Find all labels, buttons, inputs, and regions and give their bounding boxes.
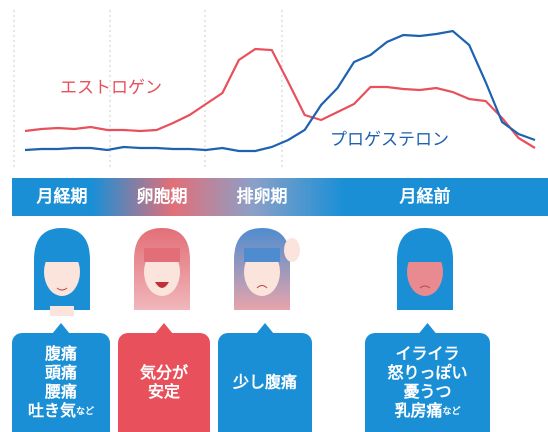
faces: [34, 228, 453, 316]
symptom-boxes: 腹痛頭痛腰痛吐き気など気分が安定少し腹痛イライラ怒りっぽい憂うつ乳房痛など: [12, 323, 490, 432]
box-pointer: [52, 323, 70, 334]
series-label: エストロゲン: [60, 78, 162, 98]
box-pointer: [419, 323, 437, 334]
symptom-line: 憂うつ: [403, 382, 451, 401]
symptom-text: 腹痛: [45, 344, 77, 363]
symptom-line: 気分が: [140, 363, 188, 382]
symptom-line: 少し腹痛: [232, 372, 297, 391]
symptom-text: 頭痛: [45, 363, 77, 382]
symptom-text: 安定: [148, 382, 180, 401]
symptom-line: 怒りっぽい: [387, 363, 467, 382]
symptom-text: 気分が: [140, 363, 188, 382]
symptom-line: 腹痛: [45, 344, 77, 363]
symptom-line: 安定: [148, 382, 180, 401]
symptom-text: 少し腹痛: [232, 372, 297, 391]
phase-label: 排卵期: [237, 186, 288, 207]
symptom-text: 怒りっぽい: [387, 363, 467, 382]
symptom-note: など: [76, 405, 94, 417]
symptom-line: 頭痛: [45, 363, 77, 382]
symptom-note: など: [443, 405, 461, 417]
infographic: エストロゲン プロゲステロン 月経期 卵胞期 排卵期 月経前 腹痛頭痛腰痛吐き気…: [0, 0, 548, 432]
phase-label: 月経前: [399, 186, 451, 207]
symptom-text: イライラ: [395, 344, 459, 363]
symptom-text: 憂うつ: [403, 382, 451, 401]
symptom-text: 腰痛: [45, 382, 77, 401]
phase-label: 月経期: [36, 186, 88, 207]
series-label: プロゲステロン: [330, 130, 449, 150]
symptom-line: イライラ: [395, 344, 459, 363]
box-pointer: [256, 323, 274, 334]
phase-label: 卵胞期: [137, 186, 188, 207]
box-pointer: [155, 323, 173, 334]
symptom-line: 吐き気: [28, 401, 76, 420]
line: [25, 49, 535, 148]
symptom-line: 腰痛: [45, 382, 77, 401]
symptom-line: 乳房痛: [394, 401, 442, 420]
